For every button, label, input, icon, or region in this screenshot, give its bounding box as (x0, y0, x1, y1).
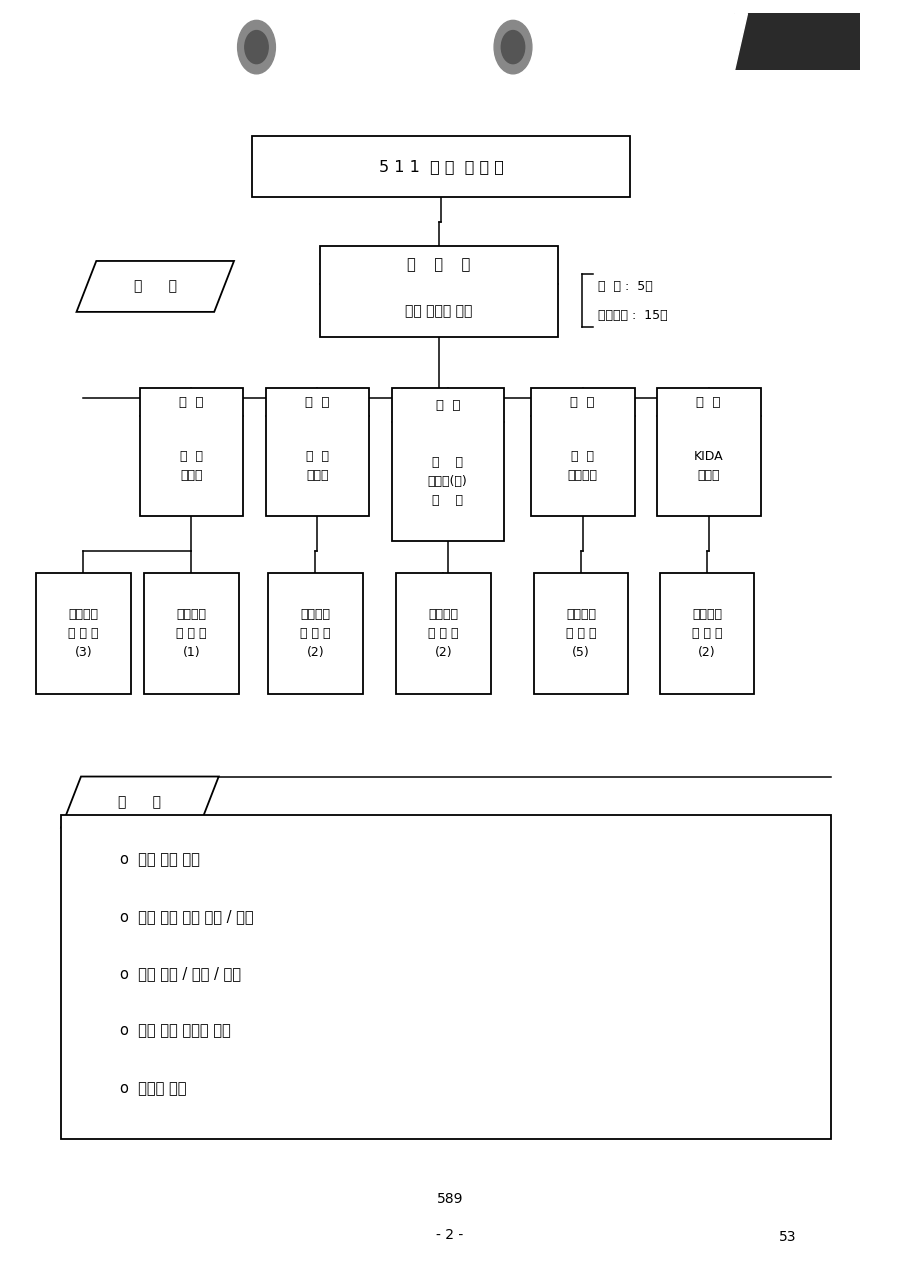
Text: 기      능: 기 능 (119, 796, 161, 808)
Text: 자체실무
위 원 회
(2): 자체실무 위 원 회 (2) (301, 607, 330, 659)
Text: ο  주요 쟁점 대응책 강구: ο 주요 쟁점 대응책 강구 (120, 1023, 230, 1039)
Text: ο  자료 수집 / 정리 / 제공: ο 자료 수집 / 정리 / 제공 (120, 966, 240, 981)
FancyBboxPatch shape (266, 388, 369, 516)
FancyBboxPatch shape (396, 573, 490, 694)
Text: 자체실무
위 원 회
(2): 자체실무 위 원 회 (2) (692, 607, 722, 659)
FancyBboxPatch shape (734, 13, 860, 70)
Text: 위  원: 위 원 (571, 396, 595, 409)
Text: 53: 53 (778, 1231, 796, 1244)
Polygon shape (76, 261, 234, 312)
FancyBboxPatch shape (531, 388, 634, 516)
Text: 상설실무
위 원 회
(3): 상설실무 위 원 회 (3) (68, 607, 98, 659)
Text: ο  관련 부서 의견 검토 / 조정: ο 관련 부서 의견 검토 / 조정 (120, 909, 253, 924)
FancyBboxPatch shape (36, 573, 130, 694)
FancyBboxPatch shape (660, 573, 754, 694)
Text: 위    원    장: 위 원 장 (407, 257, 471, 272)
Text: 자체실무
위 원 회
(5): 자체실무 위 원 회 (5) (566, 607, 596, 659)
Polygon shape (61, 777, 219, 827)
Text: ο  거관간 협조: ο 거관간 협조 (120, 1081, 186, 1096)
Text: 법  무
관리관: 법 무 관리관 (180, 449, 202, 482)
FancyBboxPatch shape (140, 388, 243, 516)
Text: 위  원 :  5명: 위 원 : 5명 (598, 280, 652, 293)
FancyBboxPatch shape (320, 246, 558, 337)
Circle shape (245, 31, 268, 64)
Text: 589: 589 (436, 1193, 464, 1206)
Text: KIDA
담당관: KIDA 담당관 (694, 449, 724, 482)
FancyBboxPatch shape (534, 573, 628, 694)
Text: 동원 예비군 국장: 동원 예비군 국장 (405, 304, 472, 318)
Text: 실무위원 :  15명: 실무위원 : 15명 (598, 309, 667, 322)
FancyBboxPatch shape (392, 388, 504, 541)
Text: 자체실무
위 원 회
(2): 자체실무 위 원 회 (2) (428, 607, 458, 659)
Circle shape (501, 31, 525, 64)
Text: 합    참
작전국(육)
차    장: 합 참 작전국(육) 차 장 (428, 456, 468, 507)
Text: - 2 -: - 2 - (436, 1228, 464, 1241)
Text: 5 1 1  연 구  위 원 회: 5 1 1 연 구 위 원 회 (379, 159, 503, 174)
Text: 편      성: 편 성 (134, 280, 176, 293)
FancyBboxPatch shape (657, 388, 760, 516)
Text: 위  원: 위 원 (305, 396, 329, 409)
Text: 위  원: 위 원 (436, 398, 460, 411)
FancyBboxPatch shape (61, 815, 831, 1139)
Circle shape (494, 20, 532, 74)
Text: 육  군
민사처장: 육 군 민사처장 (568, 449, 598, 482)
Text: 위  원: 위 원 (697, 396, 721, 409)
FancyBboxPatch shape (252, 136, 630, 197)
Text: 정  보
보좌관: 정 보 보좌관 (306, 449, 328, 482)
FancyBboxPatch shape (144, 573, 238, 694)
Text: 자체실무
위 원 회
(1): 자체실무 위 원 회 (1) (176, 607, 206, 659)
Text: 위  원: 위 원 (179, 396, 203, 409)
Text: ο  대외 창구 역할: ο 대외 창구 역할 (120, 852, 200, 867)
FancyBboxPatch shape (268, 573, 363, 694)
Circle shape (238, 20, 275, 74)
Polygon shape (734, 13, 747, 70)
